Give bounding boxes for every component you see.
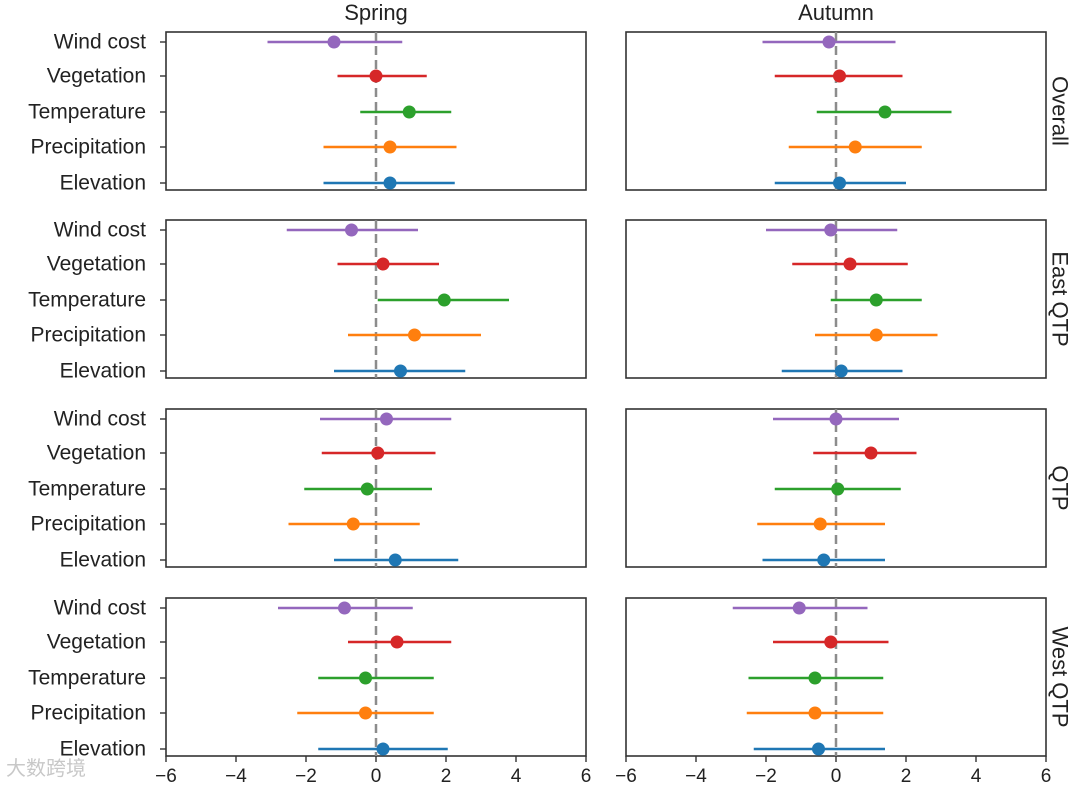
y-tick-label-precipitation-qtp: Precipitation bbox=[30, 513, 146, 536]
x-tick-label-autumn-0: −6 bbox=[615, 766, 637, 786]
point-precipitation-overall-autumn bbox=[848, 140, 862, 154]
y-tick-label-temperature-west-qtp: Temperature bbox=[28, 667, 146, 690]
point-temperature-east-qtp-autumn bbox=[869, 293, 883, 307]
watermark-text: 大数跨境 bbox=[6, 756, 86, 780]
point-temperature-qtp-autumn bbox=[831, 482, 845, 496]
x-tick-label-autumn-4: 2 bbox=[901, 766, 912, 786]
point-vegetation-overall-autumn bbox=[833, 69, 846, 83]
x-tick-label-spring-1: −4 bbox=[225, 766, 247, 786]
x-tick-label-autumn-5: 4 bbox=[971, 766, 982, 786]
point-elevation-overall-autumn bbox=[833, 176, 846, 190]
point-vegetation-east-qtp-spring bbox=[376, 257, 390, 271]
point-wind-cost-east-qtp-autumn bbox=[824, 223, 838, 237]
y-tick-label-wind-cost-east-qtp: Wind cost bbox=[54, 219, 146, 242]
point-elevation-overall-spring bbox=[383, 176, 397, 190]
x-tick-label-autumn-3: 0 bbox=[831, 766, 842, 786]
point-wind-cost-west-qtp-autumn bbox=[792, 601, 806, 615]
point-vegetation-qtp-autumn bbox=[864, 446, 878, 460]
point-vegetation-east-qtp-autumn bbox=[843, 257, 857, 271]
y-tick-label-temperature-overall: Temperature bbox=[28, 101, 146, 124]
y-tick-label-wind-cost-overall: Wind cost bbox=[54, 31, 146, 54]
x-tick-label-spring-3: 0 bbox=[371, 766, 382, 786]
column-title-spring: Spring bbox=[344, 0, 408, 25]
row-title-overall: Overall bbox=[1048, 76, 1073, 146]
point-vegetation-overall-spring bbox=[369, 69, 383, 83]
point-precipitation-qtp-autumn bbox=[813, 517, 827, 531]
y-tick-label-vegetation-overall: Vegetation bbox=[47, 65, 146, 88]
point-wind-cost-west-qtp-spring bbox=[338, 601, 351, 615]
x-tick-label-spring-4: 2 bbox=[441, 766, 452, 786]
point-temperature-overall-autumn bbox=[878, 105, 892, 119]
point-wind-cost-east-qtp-spring bbox=[345, 223, 358, 237]
y-tick-label-precipitation-overall: Precipitation bbox=[30, 136, 146, 159]
y-tick-label-wind-cost-qtp: Wind cost bbox=[54, 408, 146, 431]
y-tick-label-precipitation-east-qtp: Precipitation bbox=[30, 324, 146, 347]
x-tick-label-spring-0: −6 bbox=[155, 766, 177, 786]
row-title-qtp: QTP bbox=[1048, 465, 1073, 510]
x-tick-label-spring-5: 4 bbox=[511, 766, 522, 786]
point-precipitation-east-qtp-spring bbox=[408, 328, 421, 342]
point-temperature-qtp-spring bbox=[360, 482, 374, 496]
y-tick-label-elevation-east-qtp: Elevation bbox=[60, 360, 146, 383]
y-tick-label-vegetation-qtp: Vegetation bbox=[47, 442, 146, 465]
x-tick-label-autumn-1: −4 bbox=[685, 766, 707, 786]
point-wind-cost-qtp-autumn bbox=[829, 412, 843, 426]
y-tick-label-vegetation-west-qtp: Vegetation bbox=[47, 631, 146, 654]
y-tick-label-temperature-east-qtp: Temperature bbox=[28, 289, 146, 312]
point-temperature-east-qtp-spring bbox=[437, 293, 451, 307]
point-vegetation-qtp-spring bbox=[371, 446, 385, 460]
x-tick-label-spring-2: −2 bbox=[295, 766, 317, 786]
y-tick-label-elevation-west-qtp: Elevation bbox=[60, 738, 146, 761]
y-tick-label-precipitation-west-qtp: Precipitation bbox=[30, 702, 146, 725]
y-tick-label-temperature-qtp: Temperature bbox=[28, 478, 146, 501]
row-title-west-qtp: West QTP bbox=[1048, 626, 1073, 727]
point-elevation-east-qtp-spring bbox=[394, 364, 407, 378]
point-precipitation-overall-spring bbox=[383, 140, 397, 154]
point-wind-cost-qtp-spring bbox=[380, 412, 393, 426]
y-tick-label-elevation-overall: Elevation bbox=[60, 172, 146, 195]
point-elevation-west-qtp-spring bbox=[376, 742, 390, 756]
row-title-east-qtp: East QTP bbox=[1048, 251, 1073, 346]
point-precipitation-qtp-spring bbox=[346, 517, 360, 531]
x-tick-label-autumn-2: −2 bbox=[755, 766, 777, 786]
y-tick-label-wind-cost-west-qtp: Wind cost bbox=[54, 597, 146, 620]
column-title-autumn: Autumn bbox=[798, 0, 874, 25]
point-precipitation-west-qtp-autumn bbox=[808, 706, 822, 720]
x-tick-label-spring-6: 6 bbox=[581, 766, 592, 786]
point-temperature-west-qtp-autumn bbox=[808, 671, 822, 685]
point-vegetation-west-qtp-spring bbox=[390, 635, 404, 649]
point-elevation-east-qtp-autumn bbox=[834, 364, 848, 378]
point-vegetation-west-qtp-autumn bbox=[824, 635, 838, 649]
point-elevation-qtp-spring bbox=[388, 553, 402, 567]
y-tick-label-elevation-qtp: Elevation bbox=[60, 549, 146, 572]
x-tick-label-autumn-6: 6 bbox=[1041, 766, 1052, 786]
point-wind-cost-overall-autumn bbox=[822, 35, 836, 49]
point-precipitation-west-qtp-spring bbox=[359, 706, 372, 720]
point-wind-cost-overall-spring bbox=[327, 35, 341, 49]
point-temperature-overall-spring bbox=[402, 105, 416, 119]
point-elevation-qtp-autumn bbox=[817, 553, 831, 567]
point-precipitation-east-qtp-autumn bbox=[869, 328, 883, 342]
y-tick-label-vegetation-east-qtp: Vegetation bbox=[47, 253, 146, 276]
point-elevation-west-qtp-autumn bbox=[812, 742, 825, 756]
point-temperature-west-qtp-spring bbox=[359, 671, 372, 685]
